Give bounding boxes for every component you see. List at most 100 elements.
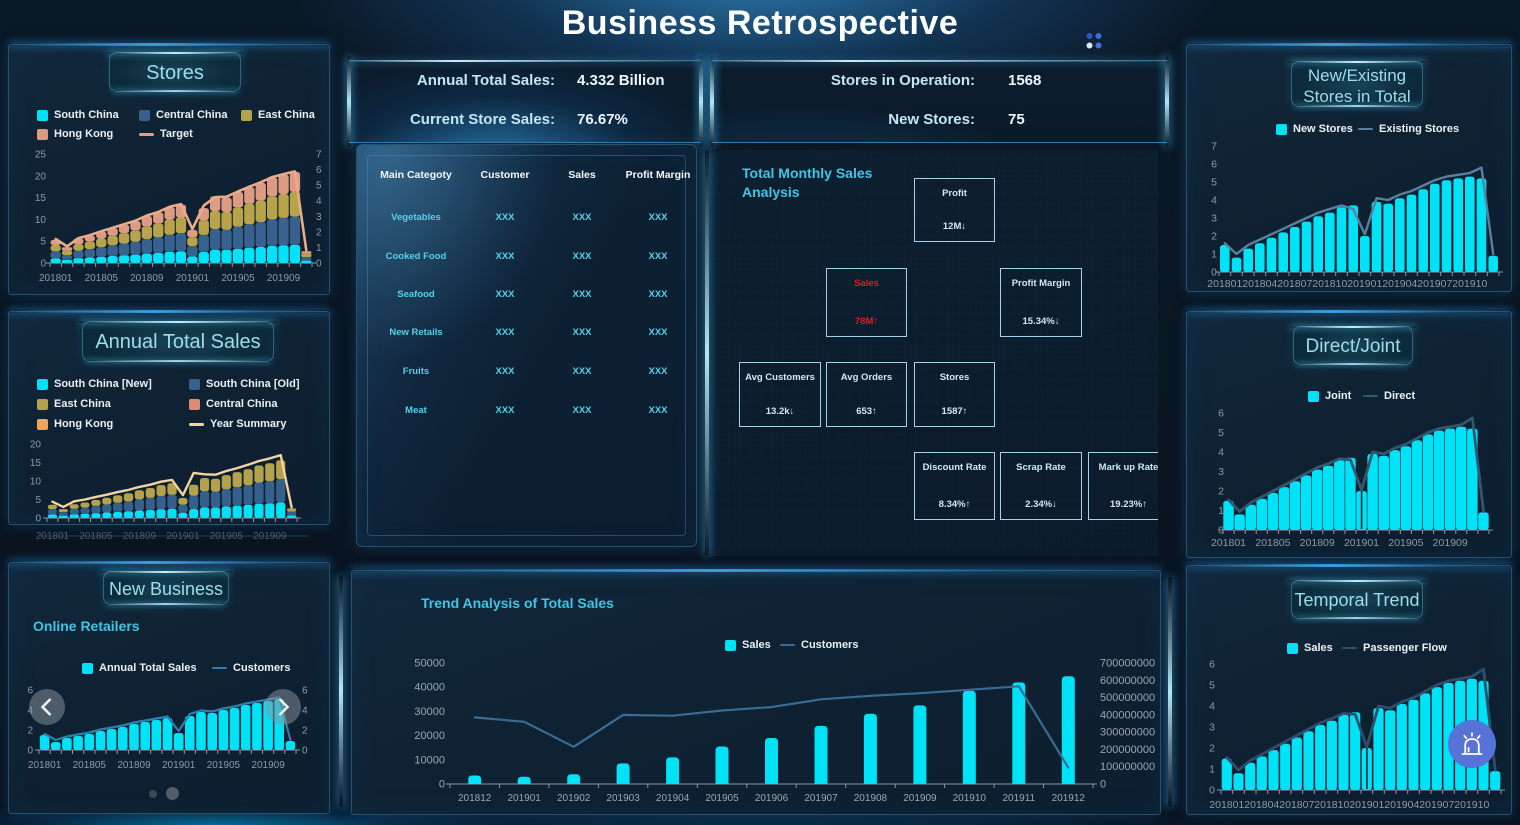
svg-text:100000000: 100000000 xyxy=(1100,761,1155,773)
svg-text:201905: 201905 xyxy=(207,760,241,771)
svg-text:201910: 201910 xyxy=(1454,799,1489,811)
svg-text:201901: 201901 xyxy=(176,273,210,284)
svg-text:2: 2 xyxy=(1211,231,1217,243)
svg-text:201906: 201906 xyxy=(755,793,789,804)
svg-text:201812: 201812 xyxy=(458,793,492,804)
svg-text:201801: 201801 xyxy=(39,273,73,284)
svg-text:3: 3 xyxy=(1218,466,1224,478)
svg-text:201804: 201804 xyxy=(1244,799,1279,811)
svg-text:201909: 201909 xyxy=(267,273,301,284)
svg-text:2: 2 xyxy=(1218,486,1224,498)
svg-text:3: 3 xyxy=(1211,213,1217,225)
svg-text:201810: 201810 xyxy=(1312,278,1347,290)
svg-text:0: 0 xyxy=(316,259,322,270)
svg-text:0: 0 xyxy=(35,514,41,525)
svg-text:15: 15 xyxy=(30,458,42,469)
svg-text:0: 0 xyxy=(439,779,445,791)
svg-text:4: 4 xyxy=(1209,701,1215,713)
svg-text:1: 1 xyxy=(1209,764,1215,776)
svg-text:201809: 201809 xyxy=(117,760,151,771)
svg-text:5: 5 xyxy=(40,237,46,248)
svg-text:201903: 201903 xyxy=(606,793,640,804)
svg-text:400000000: 400000000 xyxy=(1100,709,1155,721)
svg-text:6: 6 xyxy=(1211,159,1217,171)
svg-text:50000: 50000 xyxy=(414,658,445,670)
svg-text:201905: 201905 xyxy=(210,531,244,542)
svg-text:6: 6 xyxy=(27,686,33,697)
svg-text:5: 5 xyxy=(35,495,41,506)
svg-text:2: 2 xyxy=(1209,743,1215,755)
svg-text:5: 5 xyxy=(1218,427,1224,439)
svg-text:0: 0 xyxy=(1100,779,1106,791)
svg-text:201809: 201809 xyxy=(130,273,164,284)
svg-text:201810: 201810 xyxy=(1314,799,1349,811)
svg-text:201805: 201805 xyxy=(73,760,107,771)
svg-text:0: 0 xyxy=(1211,267,1217,279)
svg-text:4: 4 xyxy=(1211,195,1217,207)
svg-text:201904: 201904 xyxy=(1384,799,1419,811)
svg-text:201907: 201907 xyxy=(1419,799,1454,811)
svg-text:0: 0 xyxy=(1209,785,1215,797)
svg-text:15: 15 xyxy=(35,193,47,204)
svg-text:0: 0 xyxy=(302,746,308,757)
svg-text:5: 5 xyxy=(1209,680,1215,692)
svg-text:201905: 201905 xyxy=(1388,537,1423,549)
svg-text:4: 4 xyxy=(302,706,308,717)
svg-text:2: 2 xyxy=(316,227,322,238)
svg-text:1: 1 xyxy=(316,243,322,254)
svg-text:201908: 201908 xyxy=(854,793,888,804)
svg-text:201901: 201901 xyxy=(1347,278,1382,290)
svg-text:201801: 201801 xyxy=(1211,537,1246,549)
svg-text:201901: 201901 xyxy=(166,531,200,542)
svg-text:201911: 201911 xyxy=(1002,793,1035,804)
svg-text:20: 20 xyxy=(30,440,42,451)
svg-text:201910: 201910 xyxy=(953,793,987,804)
svg-text:201809: 201809 xyxy=(123,531,157,542)
svg-text:201909: 201909 xyxy=(253,531,287,542)
svg-text:3: 3 xyxy=(1209,722,1215,734)
svg-text:200000000: 200000000 xyxy=(1100,744,1155,756)
svg-text:10: 10 xyxy=(35,215,47,226)
svg-text:20000: 20000 xyxy=(414,730,445,742)
svg-text:7: 7 xyxy=(1211,141,1217,153)
svg-text:201801: 201801 xyxy=(36,531,70,542)
svg-text:201805: 201805 xyxy=(1255,537,1290,549)
svg-text:201901: 201901 xyxy=(162,760,196,771)
svg-text:10000: 10000 xyxy=(414,754,445,766)
svg-text:201901: 201901 xyxy=(1349,799,1384,811)
svg-text:201809: 201809 xyxy=(1300,537,1335,549)
svg-text:7: 7 xyxy=(316,150,322,161)
svg-text:201807: 201807 xyxy=(1279,799,1314,811)
svg-text:700000000: 700000000 xyxy=(1100,658,1155,670)
svg-text:201901: 201901 xyxy=(1344,537,1379,549)
svg-text:201907: 201907 xyxy=(1417,278,1452,290)
svg-text:30000: 30000 xyxy=(414,706,445,718)
svg-text:201801: 201801 xyxy=(28,760,62,771)
svg-text:201805: 201805 xyxy=(79,531,113,542)
svg-text:201909: 201909 xyxy=(251,760,285,771)
svg-text:1: 1 xyxy=(1211,249,1217,261)
svg-text:201909: 201909 xyxy=(1433,537,1468,549)
svg-text:201805: 201805 xyxy=(85,273,119,284)
svg-text:3: 3 xyxy=(316,212,322,223)
svg-text:600000000: 600000000 xyxy=(1100,675,1155,687)
svg-text:5: 5 xyxy=(1211,177,1217,189)
svg-text:201909: 201909 xyxy=(903,793,937,804)
svg-text:201910: 201910 xyxy=(1452,278,1487,290)
svg-text:4: 4 xyxy=(316,196,322,207)
svg-text:201904: 201904 xyxy=(1382,278,1417,290)
svg-text:4: 4 xyxy=(1218,447,1224,459)
svg-text:201912: 201912 xyxy=(1052,793,1086,804)
svg-text:25: 25 xyxy=(35,150,47,161)
svg-text:201905: 201905 xyxy=(221,273,255,284)
svg-text:201904: 201904 xyxy=(656,793,690,804)
svg-text:40000: 40000 xyxy=(414,682,445,694)
svg-text:201902: 201902 xyxy=(557,793,591,804)
svg-text:10: 10 xyxy=(30,477,42,488)
svg-text:6: 6 xyxy=(1209,659,1215,671)
svg-text:2: 2 xyxy=(27,726,33,737)
svg-text:201905: 201905 xyxy=(705,793,739,804)
svg-text:6: 6 xyxy=(302,686,308,697)
svg-text:6: 6 xyxy=(1218,408,1224,420)
svg-text:0: 0 xyxy=(27,746,33,757)
